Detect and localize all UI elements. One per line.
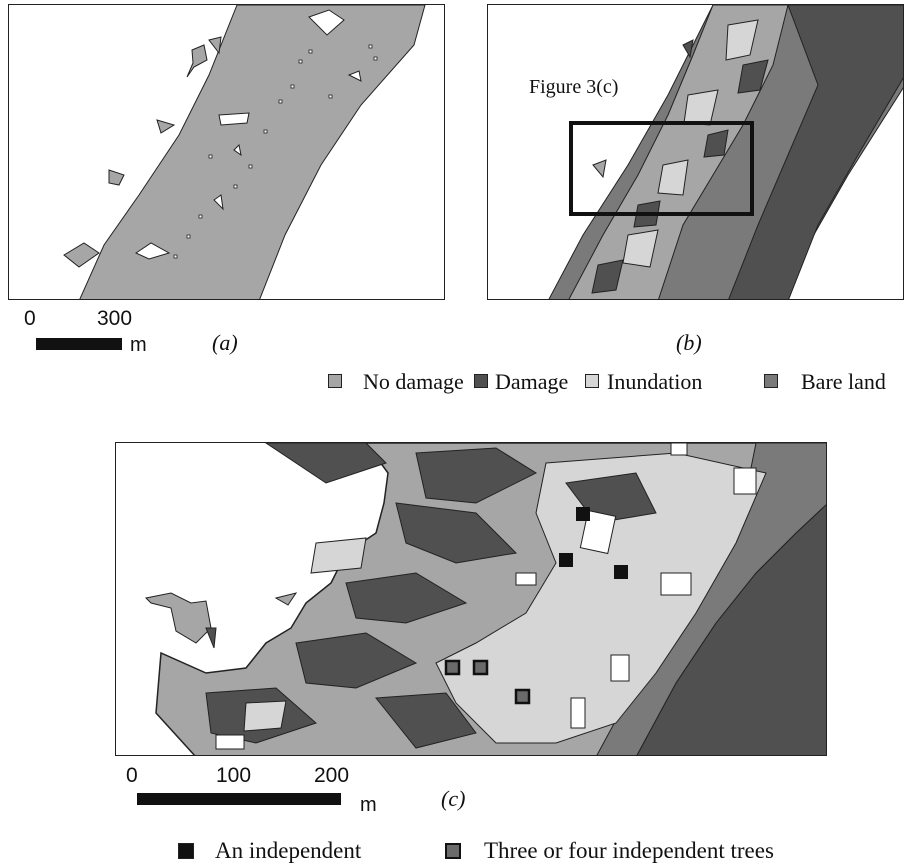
left-island: [205, 627, 217, 649]
fringe-fragment: [682, 39, 694, 59]
independent-tree-marker: [559, 553, 573, 567]
scale-bar-a: [36, 338, 122, 350]
legend-bare-land-label: Bare land: [801, 369, 886, 394]
white-opening: [215, 734, 245, 750]
figure-3c-frame: [569, 121, 754, 216]
inundation-patch: [622, 229, 659, 268]
map-panel-a: [8, 4, 445, 300]
legend-no-damage-swatch: [328, 374, 342, 388]
scale-c-unit: m: [360, 794, 377, 816]
white-opening: [670, 443, 688, 456]
inundation-pocket: [243, 700, 287, 732]
no-damage-fragment: [63, 242, 100, 268]
white-gap: [213, 194, 224, 211]
white-opening: [515, 572, 537, 586]
map-c-drawing: [144, 443, 826, 755]
inundation-patch: [725, 19, 759, 61]
damage-streak: [265, 443, 387, 484]
legend-independent-swatch: [178, 843, 194, 859]
damage-streak: [395, 502, 518, 564]
no-damage-fragment: [156, 119, 176, 134]
damage-patch: [737, 59, 769, 94]
map-panel-c: [115, 442, 827, 756]
left-island: [144, 592, 212, 644]
white-opening: [579, 509, 617, 555]
scale-bar-c: [137, 793, 341, 805]
damage-streak: [415, 447, 538, 504]
damage-patch: [591, 259, 624, 294]
white-opening: [733, 467, 757, 495]
damage-streak: [345, 572, 468, 624]
map-a-drawing: [63, 5, 426, 299]
fringe-fragment: [592, 159, 607, 179]
white-opening: [570, 697, 586, 729]
tree-group-marker: [472, 659, 489, 676]
scale-a-max: 300: [97, 307, 133, 330]
damage-streak: [295, 632, 418, 689]
white-gap: [308, 9, 345, 36]
legend-tree-group-label: Three or four independent trees: [484, 838, 774, 863]
independent-tree-marker: [614, 565, 628, 579]
figure-3c-callout: Figure 3(c): [529, 76, 619, 98]
damage-streak: [375, 692, 477, 749]
inundation-patch: [657, 159, 689, 196]
legend-inundation-swatch: [585, 374, 599, 388]
legend-inundation-label: Inundation: [607, 369, 703, 394]
no-damage-region: [568, 5, 789, 299]
white-gap: [347, 70, 362, 82]
white-gap: [134, 242, 171, 260]
white-gap: [218, 112, 250, 126]
scale-a-zero: 0: [24, 307, 36, 330]
no-damage-fragment: [108, 169, 125, 186]
panel-b-label: (b): [676, 330, 702, 355]
legend-damage-swatch: [474, 374, 488, 388]
inundation-region: [435, 452, 767, 744]
tree-group-marker: [514, 688, 531, 705]
no-damage-fragment: [208, 36, 222, 55]
panel-c-label: (c): [441, 786, 466, 811]
scale-c-max: 200: [314, 764, 350, 787]
white-opening: [610, 654, 630, 682]
scale-a-unit: m: [130, 334, 147, 356]
map-b-drawing: [548, 5, 903, 299]
legend-bare-land-swatch: [764, 374, 778, 388]
damage-patch: [703, 129, 729, 158]
scale-c-mid: 100: [216, 764, 252, 787]
tree-group-marker: [444, 659, 461, 676]
white-gap: [233, 143, 242, 157]
independent-tree-marker: [576, 507, 590, 521]
no-damage-region: [79, 5, 426, 299]
legend-no-damage-label: No damage: [363, 369, 464, 394]
inundation-pocket: [310, 537, 367, 574]
white-opening: [660, 572, 692, 596]
no-damage-fragment: [186, 44, 208, 78]
small-gaps: [173, 44, 378, 259]
legend-tree-group-swatch: [445, 843, 461, 859]
left-island: [274, 592, 298, 606]
map-panel-b: [487, 4, 904, 300]
scale-c-zero: 0: [126, 764, 138, 787]
panel-a-label: (a): [212, 330, 238, 355]
legend-independent-label: An independent: [215, 838, 362, 863]
damage-region: [728, 5, 903, 299]
legend-damage-label: Damage: [495, 369, 569, 394]
